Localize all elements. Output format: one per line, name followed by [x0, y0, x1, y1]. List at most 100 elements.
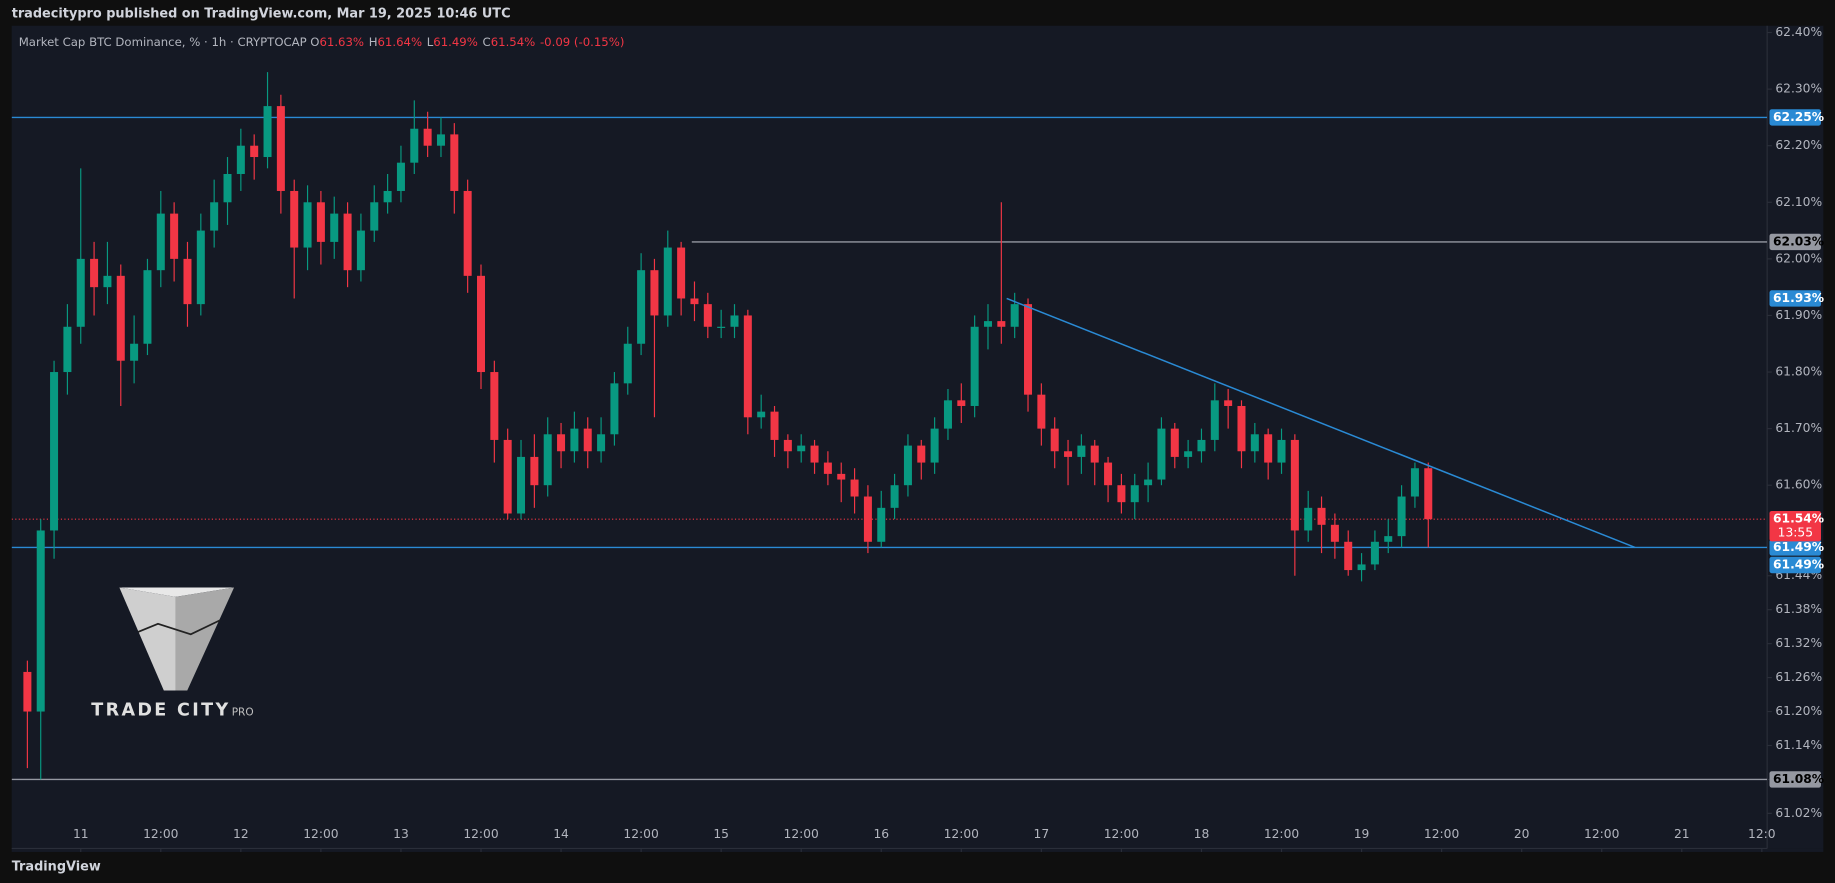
candle-body: [957, 400, 966, 406]
candle-body: [543, 434, 552, 486]
candle-body: [717, 326, 726, 328]
y-tick-label: 61.38%: [1775, 602, 1822, 616]
y-tick-label: 61.20%: [1775, 704, 1822, 718]
candle-body: [276, 106, 285, 191]
candle-body: [23, 671, 32, 712]
y-tick-label: 62.40%: [1775, 25, 1822, 39]
candle-body: [370, 202, 379, 231]
candle-body: [330, 213, 339, 242]
candle-body: [690, 298, 699, 305]
y-tick-label: 61.02%: [1775, 806, 1822, 820]
candle-body: [997, 321, 1006, 327]
candle-body: [1024, 304, 1033, 395]
x-tick-label: 15: [713, 827, 729, 841]
plot-area: [11, 25, 1768, 849]
x-axis: 11 12:00 12 12:00 13 12:00 14 12:00 15 12:00 16 12:…: [73, 827, 1776, 852]
candle-body: [943, 400, 952, 429]
price-tag: [1769, 771, 1821, 788]
candle-body: [210, 202, 219, 231]
candle-body: [490, 372, 499, 440]
candle-body: [1064, 451, 1073, 457]
candle-body: [1250, 434, 1259, 452]
price-tag-label: 61.49%: [1773, 557, 1824, 571]
candle-body: [1130, 485, 1139, 503]
candle-body: [530, 456, 539, 486]
price-tag: [1769, 233, 1821, 251]
candle-body: [1224, 400, 1233, 406]
logo-shape: [119, 587, 176, 691]
trendline: [1006, 297, 1636, 549]
x-tick-label: 12: [233, 827, 249, 841]
price-tag: [1769, 539, 1821, 556]
candle-body: [1277, 439, 1286, 463]
countdown: 13:55: [1778, 526, 1813, 540]
candle-body: [1304, 507, 1313, 531]
legend-key: C: [483, 35, 491, 49]
candle-body: [316, 202, 325, 242]
y-tick-label: 61.80%: [1775, 365, 1822, 379]
logo-shape: [119, 587, 235, 597]
candle-body: [810, 445, 819, 463]
logo: TRADE CITY PRO: [91, 587, 254, 720]
x-tick-label: 12:00: [463, 827, 498, 841]
candle-body: [450, 134, 459, 191]
y-tick-label: 62.10%: [1775, 195, 1822, 209]
candle-body: [1384, 536, 1393, 542]
candle-body: [170, 213, 179, 259]
candle-body: [1077, 445, 1086, 457]
y-tick-label: 61.60%: [1775, 478, 1822, 492]
x-tick-label: 20: [1514, 827, 1530, 841]
candle-body: [223, 173, 232, 203]
x-tick-label: 19: [1354, 827, 1370, 841]
candle-body: [303, 202, 312, 248]
x-tick-label: 11: [73, 827, 89, 841]
candle-body: [1184, 451, 1193, 457]
x-tick-label: 14: [553, 827, 569, 841]
x-tick-label: 12:00: [784, 827, 819, 841]
last-price-label: 61.54%: [1773, 512, 1824, 526]
candle-body: [63, 326, 72, 373]
candle-body: [1210, 400, 1219, 440]
legend-value: 61.49%: [433, 35, 478, 49]
legend-value: 61.54%: [491, 35, 536, 49]
candle-body: [583, 428, 592, 452]
x-tick-label: 12:00: [143, 827, 178, 841]
candle-body: [637, 270, 646, 344]
x-tick-label: 12:00: [944, 827, 979, 841]
legend-key: O: [310, 35, 319, 49]
candle-body: [1157, 428, 1166, 480]
price-tag-label: 62.03%: [1773, 234, 1824, 248]
candle-body: [1144, 479, 1153, 486]
candle-body: [196, 230, 205, 305]
legend-key: H: [369, 35, 378, 49]
candle-body: [343, 213, 352, 271]
x-tick-label: 12:00: [303, 827, 338, 841]
candle-body: [1197, 439, 1206, 452]
candle-body: [983, 321, 992, 327]
candle-body: [850, 479, 859, 497]
y-tick-label: 61.32%: [1775, 636, 1822, 650]
candle-body: [1010, 304, 1019, 327]
candle-body: [890, 485, 899, 508]
x-tick-label: 12:0: [1748, 827, 1776, 841]
candle-body: [263, 106, 272, 158]
y-tick-label: 62.00%: [1775, 251, 1822, 265]
logo-suffix: PRO: [232, 707, 254, 719]
candle-body: [116, 275, 125, 361]
footer: TradingView: [12, 860, 101, 875]
legend-value: 61.63%: [319, 35, 364, 49]
y-tick-label: 61.14%: [1775, 738, 1822, 752]
candle-body: [236, 145, 245, 174]
candle-body: [103, 275, 112, 288]
candle-body: [143, 270, 152, 344]
candle-body: [1397, 496, 1406, 537]
candle-body: [970, 326, 979, 406]
candle-body: [743, 315, 752, 418]
candle-body: [410, 128, 419, 163]
logo-text: TRADE CITY: [91, 700, 230, 720]
candle-body: [76, 258, 85, 327]
price-tag-label: 61.08%: [1773, 772, 1824, 786]
header: tradecitypro published on TradingView.co…: [12, 7, 511, 22]
price-axis: [1767, 25, 1824, 849]
